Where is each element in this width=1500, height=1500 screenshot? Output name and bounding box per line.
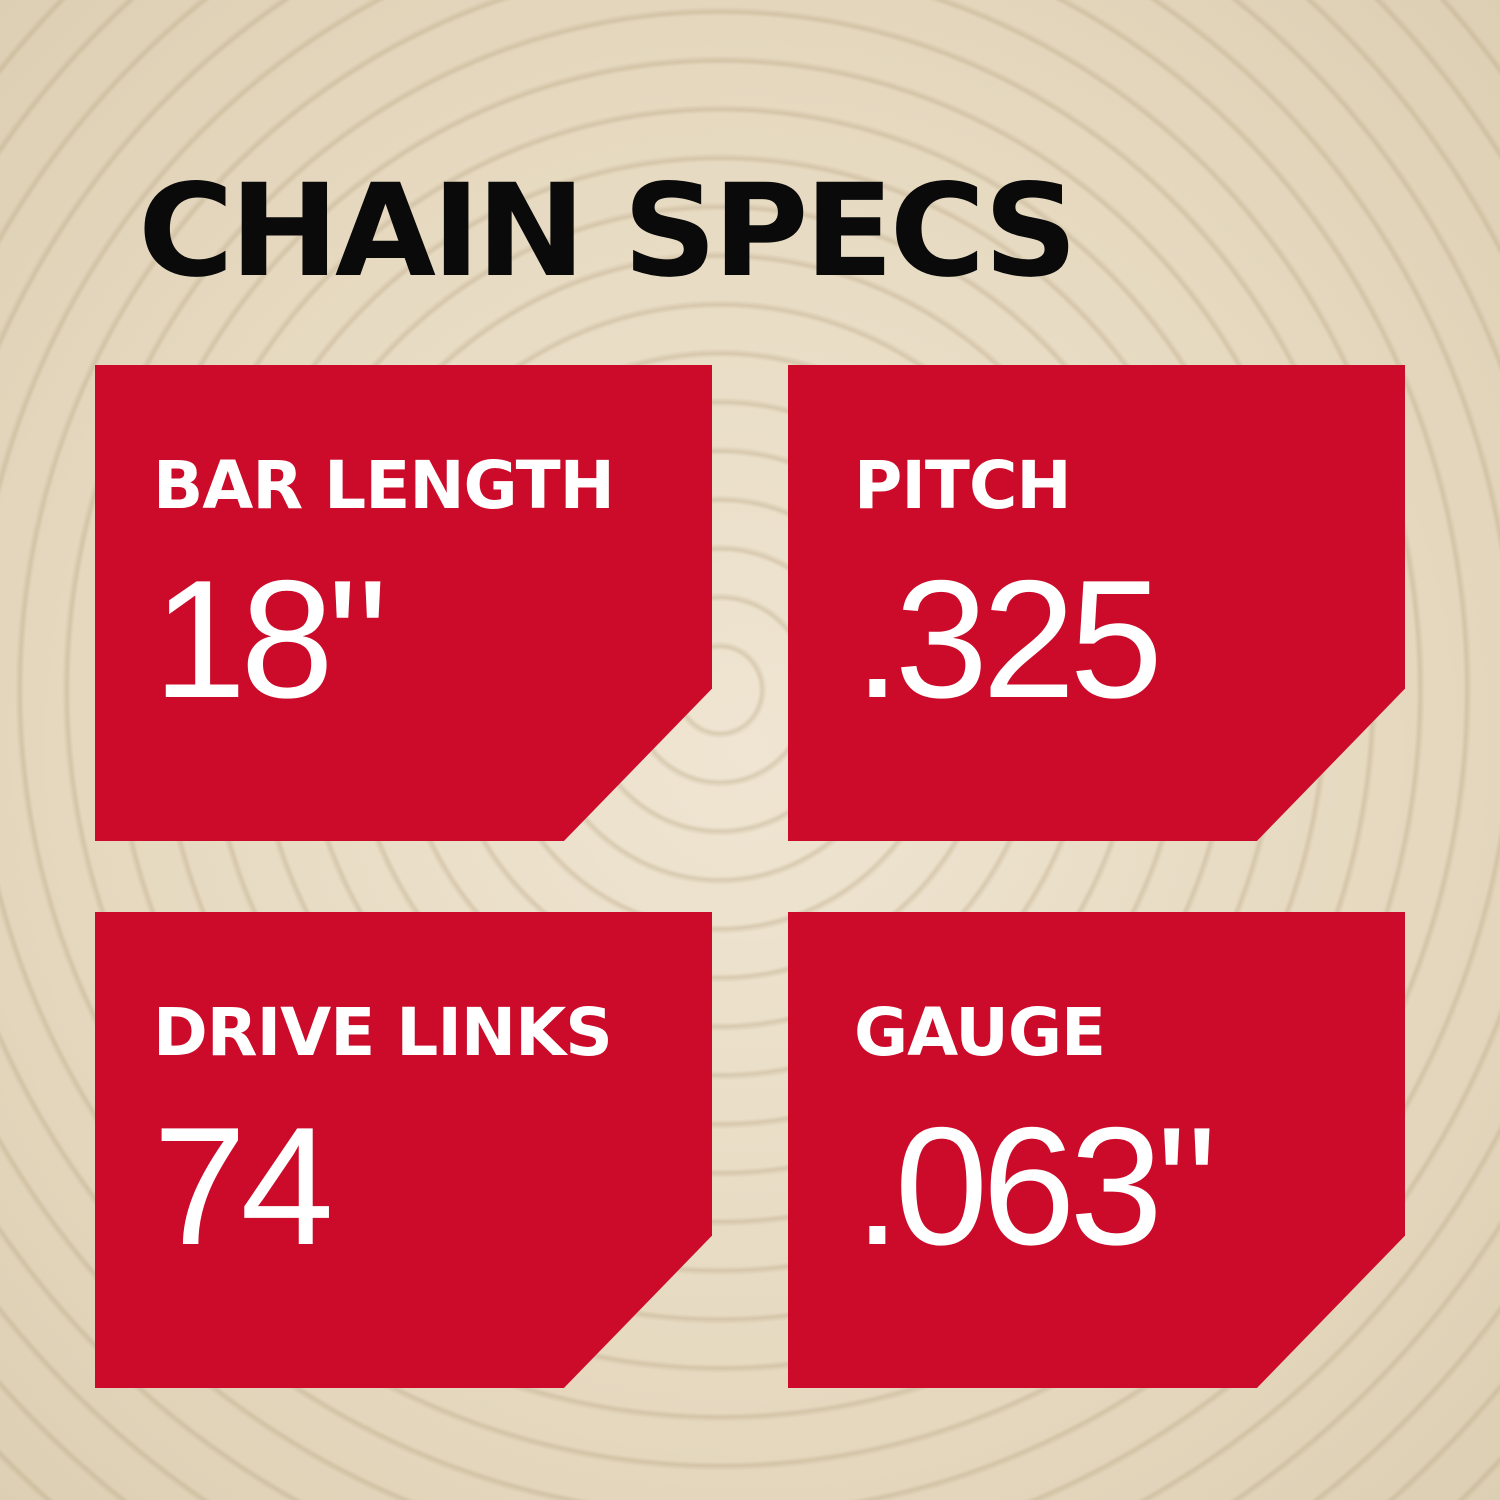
spec-label: DRIVE LINKS (153, 994, 613, 1071)
spec-label: GAUGE (854, 994, 1106, 1071)
spec-value: .063" (854, 1092, 1217, 1280)
spec-card-gauge: GAUGE .063" (788, 912, 1405, 1388)
spec-label: PITCH (854, 447, 1072, 524)
spec-value: 74 (153, 1092, 334, 1280)
spec-card-pitch: PITCH .325 (788, 365, 1405, 841)
page-title: CHAIN SPECS (138, 157, 1078, 306)
spec-card-drive-links: DRIVE LINKS 74 (95, 912, 712, 1388)
spec-card-bar-length: BAR LENGTH 18" (95, 365, 712, 841)
spec-value: 18" (153, 545, 388, 733)
spec-label: BAR LENGTH (153, 447, 615, 524)
spec-value: .325 (854, 545, 1163, 733)
